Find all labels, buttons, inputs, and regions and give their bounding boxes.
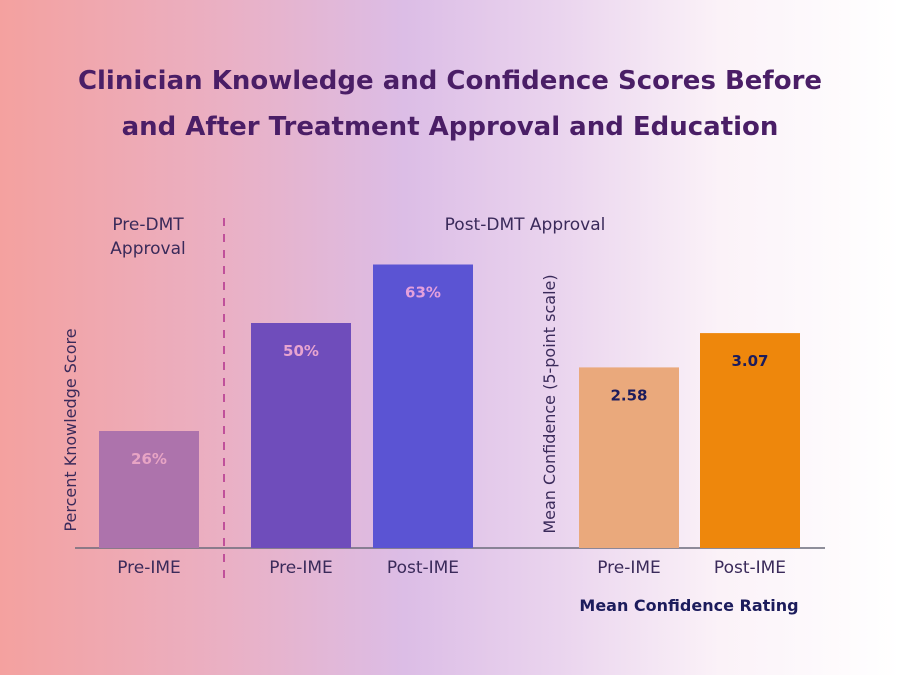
- chart-title-line-2: and After Treatment Approval and Educati…: [121, 112, 779, 142]
- chart-title-line-1: Clinician Knowledge and Confidence Score…: [77, 66, 823, 96]
- knowledge-data-label-0: 26%: [131, 450, 167, 468]
- confidence-bar-1: [700, 333, 800, 548]
- x-axis-title-confidence: Mean Confidence Rating: [579, 596, 798, 615]
- y-axis-label-confidence: Mean Confidence (5-point scale): [540, 274, 559, 533]
- confidence-tick-label-0: Pre-IME: [597, 558, 661, 578]
- knowledge-bar-1: [251, 323, 351, 548]
- y-axis-label-knowledge: Percent Knowledge Score: [61, 328, 80, 531]
- confidence-data-label-1: 3.07: [731, 352, 768, 370]
- chart-title: Clinician Knowledge and Confidence Score…: [0, 58, 900, 150]
- confidence-bar-0: [579, 367, 679, 548]
- confidence-tick-label-1: Post-IME: [714, 558, 786, 578]
- knowledge-data-label-2: 63%: [405, 284, 441, 302]
- knowledge-tick-label-0: Pre-IME: [117, 558, 181, 578]
- group-label-pre-dmt-2: Approval: [110, 239, 185, 259]
- knowledge-data-label-1: 50%: [283, 342, 319, 360]
- knowledge-tick-label-1: Pre-IME: [269, 558, 333, 578]
- knowledge-bar-0: [99, 431, 199, 548]
- knowledge-bar-2: [373, 264, 473, 548]
- group-label-pre-dmt-1: Pre-DMT: [112, 215, 184, 235]
- group-label-post-dmt: Post-DMT Approval: [445, 215, 606, 235]
- confidence-data-label-0: 2.58: [610, 386, 647, 404]
- knowledge-tick-label-2: Post-IME: [387, 558, 459, 578]
